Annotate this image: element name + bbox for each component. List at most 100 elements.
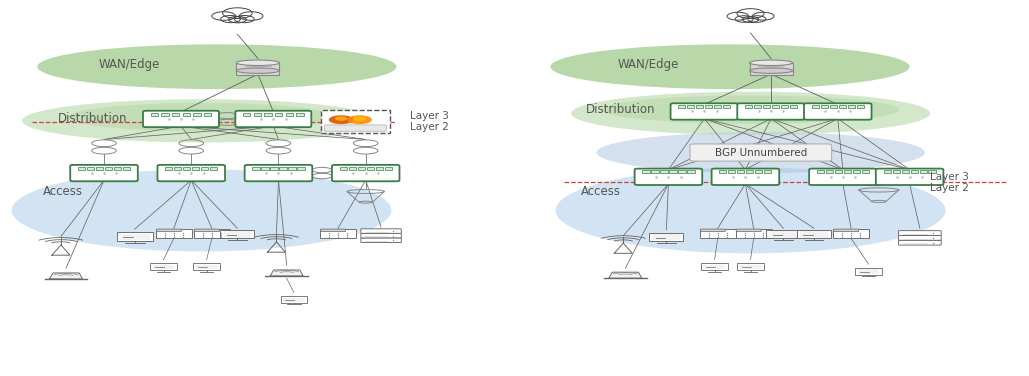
FancyBboxPatch shape [678, 105, 685, 108]
Text: Layer 2: Layer 2 [930, 183, 969, 193]
FancyBboxPatch shape [78, 167, 85, 170]
Circle shape [752, 12, 774, 20]
FancyBboxPatch shape [901, 170, 909, 173]
Text: Layer 3: Layer 3 [410, 111, 449, 121]
Ellipse shape [571, 92, 930, 135]
FancyBboxPatch shape [366, 167, 374, 170]
FancyBboxPatch shape [712, 168, 779, 185]
Circle shape [742, 17, 758, 23]
FancyBboxPatch shape [839, 105, 846, 108]
Polygon shape [49, 273, 82, 279]
FancyBboxPatch shape [116, 232, 153, 241]
FancyBboxPatch shape [201, 167, 208, 170]
FancyBboxPatch shape [114, 167, 121, 170]
Text: Distribution: Distribution [587, 103, 655, 116]
FancyBboxPatch shape [271, 167, 278, 170]
FancyBboxPatch shape [275, 112, 282, 115]
Circle shape [222, 8, 252, 18]
FancyBboxPatch shape [183, 167, 190, 170]
FancyBboxPatch shape [754, 105, 761, 108]
Ellipse shape [22, 99, 381, 143]
FancyBboxPatch shape [156, 229, 181, 232]
Ellipse shape [602, 96, 899, 124]
FancyBboxPatch shape [153, 265, 174, 269]
FancyBboxPatch shape [361, 233, 401, 238]
FancyBboxPatch shape [765, 170, 772, 173]
FancyBboxPatch shape [321, 229, 346, 232]
Circle shape [212, 12, 236, 20]
FancyBboxPatch shape [635, 168, 702, 185]
FancyBboxPatch shape [183, 112, 190, 115]
FancyBboxPatch shape [349, 167, 356, 170]
FancyBboxPatch shape [762, 105, 770, 108]
FancyBboxPatch shape [911, 170, 918, 173]
FancyBboxPatch shape [220, 230, 254, 238]
FancyBboxPatch shape [157, 165, 225, 181]
FancyBboxPatch shape [252, 167, 259, 170]
Circle shape [228, 17, 246, 23]
FancyBboxPatch shape [174, 167, 181, 170]
FancyBboxPatch shape [781, 105, 788, 108]
FancyBboxPatch shape [332, 165, 399, 181]
FancyBboxPatch shape [898, 240, 942, 245]
FancyBboxPatch shape [826, 170, 833, 173]
Ellipse shape [237, 60, 280, 65]
FancyBboxPatch shape [844, 170, 851, 173]
FancyBboxPatch shape [281, 296, 308, 303]
FancyBboxPatch shape [96, 167, 103, 170]
FancyBboxPatch shape [687, 170, 695, 173]
FancyBboxPatch shape [70, 165, 138, 181]
FancyBboxPatch shape [829, 105, 837, 108]
FancyBboxPatch shape [804, 103, 872, 120]
FancyBboxPatch shape [772, 105, 779, 108]
FancyBboxPatch shape [196, 265, 217, 269]
Circle shape [235, 15, 254, 23]
FancyBboxPatch shape [283, 298, 305, 302]
FancyBboxPatch shape [236, 111, 312, 127]
FancyBboxPatch shape [193, 112, 201, 115]
FancyBboxPatch shape [192, 167, 200, 170]
FancyBboxPatch shape [821, 105, 828, 108]
Ellipse shape [597, 132, 925, 173]
Text: WAN/Edge: WAN/Edge [617, 58, 678, 71]
FancyBboxPatch shape [697, 105, 704, 108]
Ellipse shape [37, 44, 396, 89]
FancyBboxPatch shape [324, 125, 386, 131]
Ellipse shape [551, 44, 910, 89]
FancyBboxPatch shape [700, 229, 736, 238]
FancyBboxPatch shape [737, 103, 805, 120]
FancyBboxPatch shape [288, 167, 295, 170]
FancyBboxPatch shape [150, 112, 157, 115]
FancyBboxPatch shape [340, 167, 347, 170]
FancyBboxPatch shape [651, 170, 659, 173]
FancyBboxPatch shape [254, 112, 261, 115]
FancyBboxPatch shape [835, 170, 842, 173]
FancyBboxPatch shape [320, 229, 356, 238]
FancyBboxPatch shape [719, 170, 726, 173]
FancyBboxPatch shape [858, 269, 879, 274]
Ellipse shape [749, 68, 792, 73]
Circle shape [748, 16, 766, 22]
FancyBboxPatch shape [797, 230, 831, 238]
Polygon shape [609, 272, 642, 278]
Ellipse shape [749, 60, 792, 65]
FancyBboxPatch shape [661, 170, 668, 173]
FancyBboxPatch shape [122, 167, 130, 170]
FancyBboxPatch shape [714, 105, 721, 108]
FancyBboxPatch shape [652, 234, 680, 240]
Circle shape [353, 116, 365, 121]
Text: Layer 2: Layer 2 [410, 122, 449, 132]
FancyBboxPatch shape [928, 170, 935, 173]
Circle shape [728, 12, 749, 20]
FancyBboxPatch shape [321, 111, 390, 133]
FancyBboxPatch shape [223, 231, 251, 238]
FancyBboxPatch shape [237, 63, 280, 74]
FancyBboxPatch shape [833, 229, 858, 232]
FancyBboxPatch shape [210, 167, 217, 170]
Circle shape [347, 115, 371, 124]
FancyBboxPatch shape [812, 105, 819, 108]
Text: Distribution: Distribution [58, 112, 128, 126]
Text: BGP Unnumbered: BGP Unnumbered [715, 147, 807, 158]
FancyBboxPatch shape [194, 229, 219, 232]
Ellipse shape [11, 169, 391, 252]
